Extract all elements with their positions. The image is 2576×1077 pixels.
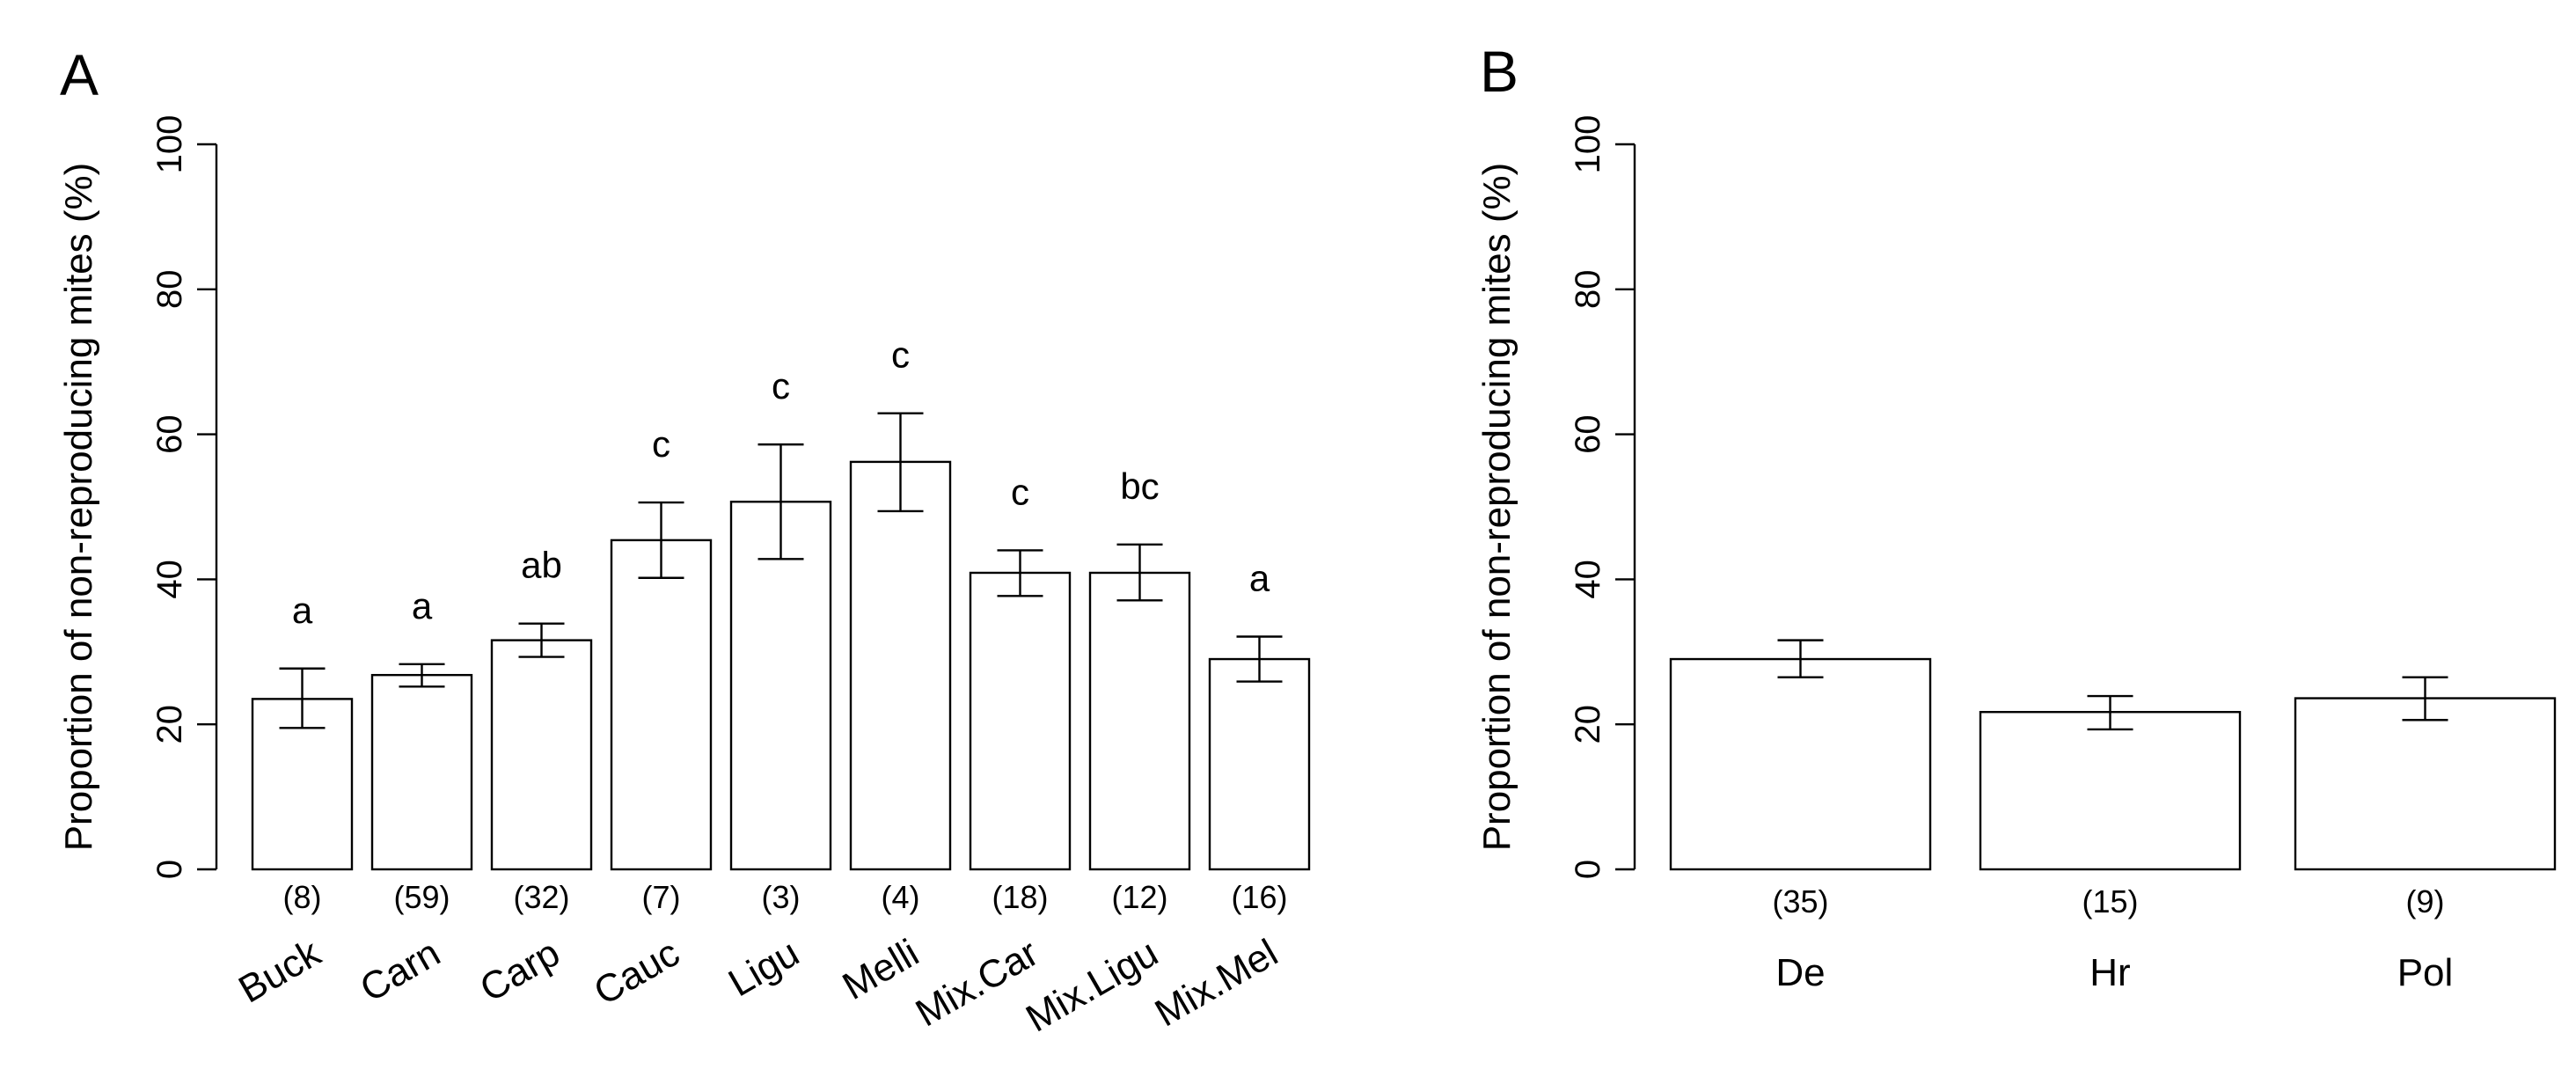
panel-a-plot-area: 0 20 40 60 80 100 a (8) Buck a (59) Carn ab (32) Carp c… (150, 115, 1311, 1041)
panel-a: A Proportion of non-reproducing mites (%… (57, 42, 1311, 1041)
panel-a-significance-label: c (652, 423, 670, 465)
panel-a-y-tick-label: 100 (150, 115, 189, 174)
panel-a-category-label: Cauc (587, 931, 686, 1014)
panel-b-y-tick-label: 100 (1569, 115, 1607, 174)
panel-a-bar-mix-car (969, 571, 1072, 871)
panel-b-label: B (1480, 39, 1519, 104)
panel-a-sample-size-label: (8) (283, 879, 322, 915)
panel-a-category-label: Mix.Mel (1148, 931, 1285, 1035)
panel-b-bar-de (1669, 657, 1932, 871)
panel-a-bar-mix-ligu (1088, 571, 1191, 871)
panel-a-bar-carn (370, 673, 473, 871)
panel-a-category-label: Mix.Car (909, 931, 1046, 1035)
panel-b: B Proportion of non-reproducing mites (%… (1475, 39, 2557, 994)
panel-a-bar-mix-mel (1208, 657, 1311, 871)
panel-b-bar-hr (1979, 710, 2242, 871)
panel-a-category-label: Carp (472, 931, 567, 1010)
panel-b-y-tick-label: 40 (1569, 560, 1607, 599)
panel-a-significance-label: c (772, 365, 790, 407)
panel-a-y-axis-title: Proportion of non-reproducing mites (%) (57, 163, 100, 852)
panel-b-category-label: Pol (2397, 951, 2454, 994)
panel-a-sample-size-label: (3) (762, 879, 801, 915)
panel-a-category-label: Mix.Ligu (1019, 931, 1165, 1040)
panel-b-sample-size-label: (15) (2082, 883, 2138, 919)
panel-a-bar-melli (849, 460, 952, 871)
panel-a-label: A (60, 42, 99, 107)
panel-a-sample-size-label: (18) (992, 879, 1048, 915)
panel-a-category-label: Carn (353, 931, 447, 1010)
panel-a-sample-size-label: (7) (642, 879, 681, 915)
panel-a-sample-size-label: (4) (882, 879, 920, 915)
panel-a-bar-cauc (610, 538, 713, 871)
panel-a-y-tick-label: 20 (150, 705, 189, 744)
panel-a-y-tick-label: 40 (150, 560, 189, 599)
panel-a-significance-label: a (412, 585, 433, 626)
panel-a-y-tick-label: 60 (150, 414, 189, 453)
panel-a-sample-size-label: (32) (513, 879, 569, 915)
panel-a-significance-label: bc (1120, 465, 1159, 507)
panel-b-y-tick-label: 0 (1569, 860, 1607, 879)
panel-a-significance-label: c (1011, 471, 1029, 512)
panel-b-category-label: De (1775, 951, 1825, 994)
panel-a-bar-ligu (729, 501, 832, 871)
panel-a-y-tick-label: 0 (150, 860, 189, 879)
panel-b-y-tick-label: 20 (1569, 705, 1607, 744)
panel-a-y-tick-label: 80 (150, 270, 189, 310)
panel-a-category-label: Ligu (721, 931, 807, 1005)
panel-a-sample-size-label: (59) (393, 879, 450, 915)
panel-a-significance-label: ab (521, 545, 562, 586)
panel-b-sample-size-label: (9) (2406, 883, 2445, 919)
panel-a-category-label: Buck (231, 931, 328, 1012)
panel-a-sample-size-label: (16) (1231, 879, 1287, 915)
panel-b-y-axis-title: Proportion of non-reproducing mites (%) (1475, 163, 1519, 852)
panel-a-bar-carp (490, 639, 593, 871)
panel-b-bar-pol (2294, 697, 2557, 871)
panel-a-significance-label: a (292, 590, 313, 631)
panel-a-significance-label: a (1249, 557, 1270, 598)
panel-b-sample-size-label: (35) (1772, 883, 1828, 919)
panel-b-y-tick-label: 60 (1569, 414, 1607, 453)
panel-b-y-tick-label: 80 (1569, 270, 1607, 310)
panel-b-category-label: Hr (2089, 951, 2130, 994)
panel-b-plot-area: 0 20 40 60 80 100 (35) De (15) Hr (9) Pol (1569, 115, 2557, 994)
panel-a-sample-size-label: (12) (1111, 879, 1167, 915)
panel-a-significance-label: c (891, 334, 910, 376)
